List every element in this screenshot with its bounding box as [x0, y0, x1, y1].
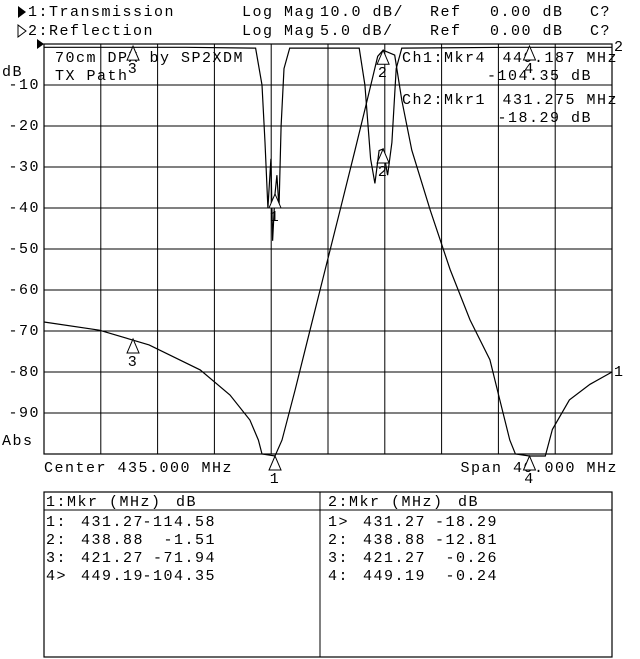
readout-freq: 449.187 MHz	[502, 50, 618, 67]
table-unit: dB	[176, 494, 197, 511]
table-cell: -0.24	[445, 568, 498, 585]
table-cell: 438.88	[363, 532, 426, 549]
table-header: 1:Mkr (MHz)	[46, 494, 162, 511]
table-cell: 431.27	[81, 514, 144, 531]
channel-ref: 0.00 dB	[490, 23, 564, 40]
channel-arrow	[17, 24, 27, 38]
table-cell: 421.27	[81, 550, 144, 567]
table-cell: 438.88	[81, 532, 144, 549]
marker-label: 3	[128, 61, 139, 78]
table-cell: 2:	[328, 532, 349, 549]
y-tick-label: -60	[8, 282, 40, 299]
marker	[268, 192, 282, 209]
table-cell: 431.27	[363, 514, 426, 531]
marker	[376, 147, 390, 164]
table-cell: 449.19	[363, 568, 426, 585]
table-cell: 449.19	[81, 568, 144, 585]
trace	[43, 49, 613, 457]
marker-table-frame	[43, 491, 613, 658]
table-cell: -18.29	[435, 514, 498, 531]
y-tick-label: -20	[8, 118, 40, 135]
table-cell: 4>	[46, 568, 67, 585]
table-cell: -12.81	[435, 532, 498, 549]
marker-label: 2	[378, 65, 389, 82]
annotation: TX Path	[55, 68, 129, 85]
marker	[126, 337, 140, 354]
marker	[376, 48, 390, 65]
table-cell: -0.26	[445, 550, 498, 567]
marker	[522, 44, 537, 61]
table-cell: -1.51	[163, 532, 216, 549]
span-label: Span 40.000 MHz	[460, 460, 618, 477]
table-cell: -104.35	[142, 568, 216, 585]
table-cell: 1>	[328, 514, 349, 531]
center-label: Center 435.000 MHz	[44, 460, 233, 477]
channel-label: 1:Transmission	[28, 4, 175, 21]
channel-ref-label: Ref	[430, 23, 462, 40]
marker-label: 4	[524, 471, 535, 488]
y-axis-label: dB	[2, 64, 23, 81]
plot-area	[43, 46, 613, 457]
marker-label: 1	[270, 209, 281, 226]
readout-name: Ch1:Mkr4	[402, 50, 486, 67]
marker-label: 3	[128, 354, 139, 371]
marker-label: 1	[270, 471, 281, 488]
table-cell: 3:	[46, 550, 67, 567]
y-tick-label: -40	[8, 200, 40, 217]
channel-scale: 10.0 dB/	[320, 4, 404, 21]
table-cell: 2:	[46, 532, 67, 549]
marker-label: 2	[378, 164, 389, 181]
channel-scale: 5.0 dB/	[320, 23, 394, 40]
table-cell: 4:	[328, 568, 349, 585]
channel-flag: C?	[590, 23, 611, 40]
y-bottom-label: Abs	[2, 433, 34, 450]
trace-id: 2	[614, 39, 625, 56]
readout-value: -104.35 dB	[487, 68, 592, 85]
marker	[522, 454, 537, 471]
trace	[44, 46, 612, 241]
table-cell: 3:	[328, 550, 349, 567]
trace-id: 1	[614, 364, 625, 381]
table-unit: dB	[458, 494, 479, 511]
channel-ref-label: Ref	[430, 4, 462, 21]
y-tick-label: -80	[8, 364, 40, 381]
channel-ref: 0.00 dB	[490, 4, 564, 21]
y-tick-label: -50	[8, 241, 40, 258]
table-cell: -114.58	[142, 514, 216, 531]
readout-name: Ch2:Mkr1	[402, 92, 486, 109]
channel-label: 2:Reflection	[28, 23, 154, 40]
marker	[268, 454, 282, 471]
y-tick-label: -10	[8, 77, 40, 94]
table-cell: -71.94	[153, 550, 216, 567]
channel-format: Log Mag	[242, 23, 316, 40]
y-tick-label: -30	[8, 159, 40, 176]
active-channel-arrow	[18, 6, 26, 18]
channel-flag: C?	[590, 4, 611, 21]
marker-label: 4	[524, 61, 535, 78]
table-cell: 1:	[46, 514, 67, 531]
y-tick-label: -90	[8, 405, 40, 422]
annotation: 70cm DPX by SP2XDM	[55, 50, 244, 67]
marker	[126, 44, 140, 61]
table-cell: 421.27	[363, 550, 426, 567]
readout-freq: 431.275 MHz	[502, 92, 618, 109]
channel-format: Log Mag	[242, 4, 316, 21]
y-tick-label: -70	[8, 323, 40, 340]
readout-value: -18.29 dB	[497, 110, 592, 127]
table-header: 2:Mkr (MHz)	[328, 494, 444, 511]
ref-arrow	[37, 39, 44, 49]
